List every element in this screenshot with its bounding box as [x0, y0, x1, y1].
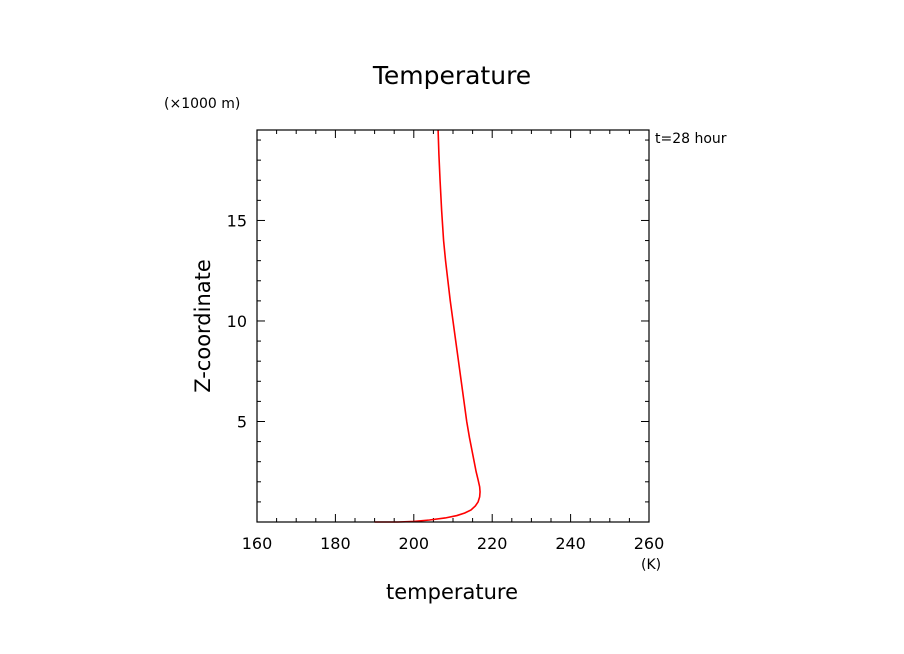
- x-unit-label: (K): [641, 557, 661, 573]
- time-label: t=28 hour: [655, 131, 727, 147]
- x-tick-labels: 160 180 200 220 240 260: [242, 534, 665, 553]
- x-axis-title: temperature: [386, 580, 518, 604]
- x-tick-label: 220: [477, 534, 508, 553]
- y-unit-label: (×1000 m): [164, 96, 240, 112]
- temperature-profile-line: [374, 129, 481, 523]
- axis-ticks: [256, 130, 650, 522]
- y-tick-label: 10: [227, 312, 247, 331]
- x-tick-label: 180: [320, 534, 351, 553]
- x-tick-label: 240: [555, 534, 586, 553]
- y-axis-title: Z-coordinate: [191, 259, 215, 393]
- x-tick-label: 160: [242, 534, 273, 553]
- x-tick-label: 200: [399, 534, 430, 553]
- y-tick-label: 5: [237, 412, 247, 431]
- chart-title: Temperature: [372, 61, 531, 90]
- y-tick-labels: 5 10 15: [227, 211, 247, 431]
- plot-frame: [256, 129, 650, 523]
- y-tick-label: 15: [227, 211, 247, 230]
- x-tick-label: 260: [634, 534, 665, 553]
